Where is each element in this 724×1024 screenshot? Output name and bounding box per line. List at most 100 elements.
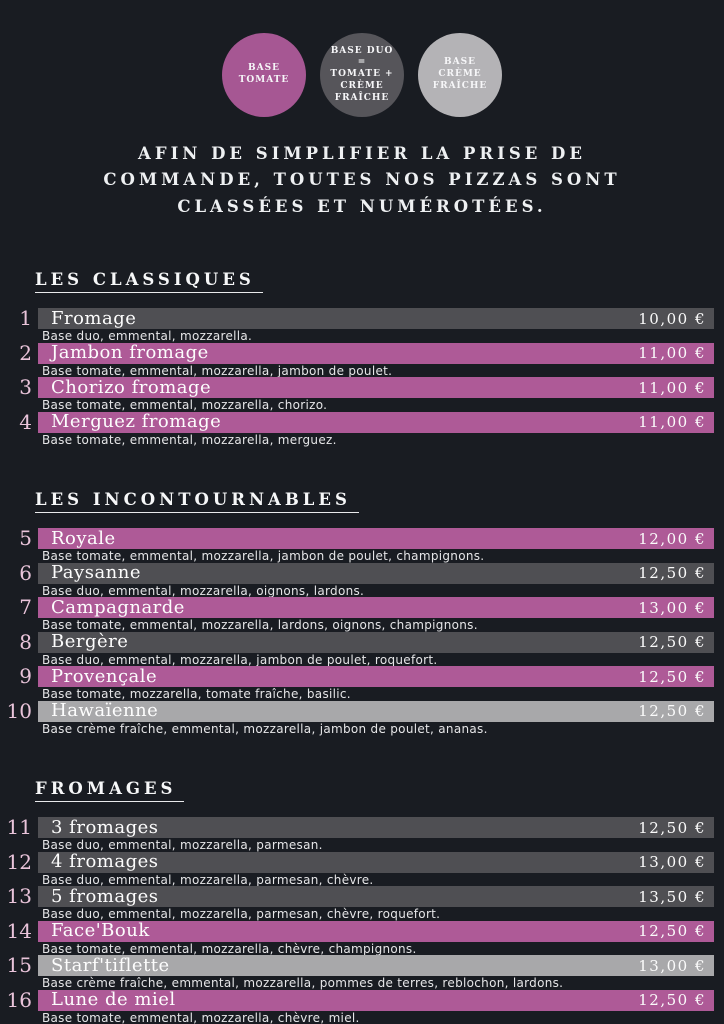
item-price: 12,50 € (638, 818, 706, 837)
item-name: Starf'tiflette (51, 954, 170, 976)
menu-item-row: 1 Fromage 10,00 € (0, 306, 724, 331)
item-bar: Fromage 10,00 € (38, 307, 714, 330)
item-bar: Bergère 12,50 € (38, 631, 714, 653)
menu-item-row: 13 5 fromages 13,50 € (0, 884, 724, 909)
item-price: 12,50 € (638, 702, 706, 721)
section-title: LES INCONTOURNABLES (35, 490, 359, 514)
menu-item: 16 Lune de miel 12,50 € Base tomate, emm… (0, 989, 724, 1024)
item-price: 13,00 € (638, 853, 706, 872)
item-name: 3 fromages (51, 816, 159, 838)
menu-item-row: 2 Jambon fromage 11,00 € (0, 340, 724, 365)
item-price: 13,00 € (638, 956, 706, 975)
item-bar: Merguez fromage 11,00 € (38, 411, 714, 433)
base-circle-label: BASE CRÈME FRAÎCHE (432, 57, 488, 91)
item-description: Base duo, emmental, mozzarella. (42, 329, 253, 344)
base-creme-circle: BASE CRÈME FRAÎCHE (418, 33, 502, 117)
item-name: Fromage (51, 307, 137, 329)
item-number: 7 (19, 595, 32, 620)
item-name: 4 fromages (51, 851, 159, 873)
item-number: 13 (6, 884, 32, 909)
item-bar: Hawaïenne 12,50 € (38, 700, 714, 722)
menu-item: 11 3 fromages 12,50 € Base duo, emmental… (0, 817, 724, 852)
section-items: 5 Royale 12,00 € Base tomate, emmental, … (0, 528, 724, 735)
menu-section: LES CLASSIQUES 1 Fromage 10,00 € Base du… (0, 270, 724, 446)
menu-section: FROMAGES 11 3 fromages 12,50 € Base duo,… (0, 779, 724, 1024)
section-title: LES CLASSIQUES (35, 270, 263, 294)
menu-item: 13 5 fromages 13,50 € Base duo, emmental… (0, 886, 724, 921)
item-number: 5 (19, 526, 32, 551)
item-description: Base tomate, emmental, mozzarella, chèvr… (42, 941, 417, 956)
item-number: 1 (19, 306, 32, 331)
menu-item-row: 10 Hawaïenne 12,50 € (0, 700, 724, 722)
item-price: 10,00 € (638, 309, 706, 328)
menu-item: 6 Paysanne 12,50 € Base duo, emmental, m… (0, 560, 724, 598)
item-number: 8 (19, 629, 32, 654)
item-number: 14 (6, 918, 32, 943)
item-description: Base tomate, emmental, mozzarella, chori… (42, 398, 328, 413)
menu-item: 10 Hawaïenne 12,50 € Base crème fraîche,… (0, 700, 724, 736)
item-price: 12,50 € (638, 633, 706, 652)
item-number: 15 (6, 953, 32, 978)
item-price: 12,50 € (638, 991, 706, 1010)
menu-item-row: 3 Chorizo fromage 11,00 € (0, 376, 724, 399)
item-price: 11,00 € (638, 344, 706, 363)
item-description: Base duo, emmental, mozzarella, parmesan… (42, 872, 374, 887)
item-description: Base tomate, emmental, mozzarella, jambo… (42, 549, 485, 564)
item-bar: Chorizo fromage 11,00 € (38, 376, 714, 399)
item-name: Face'Bouk (51, 920, 150, 942)
item-price: 11,00 € (638, 378, 706, 397)
menu-item-row: 8 Bergère 12,50 € (0, 629, 724, 654)
menu-item-row: 14 Face'Bouk 12,50 € (0, 918, 724, 943)
menu-item-row: 6 Paysanne 12,50 € (0, 560, 724, 585)
item-number: 9 (19, 664, 32, 689)
item-description: Base crème fraîche, emmental, mozzarella… (42, 976, 564, 991)
menu-item: 3 Chorizo fromage 11,00 € Base tomate, e… (0, 377, 724, 412)
item-number: 11 (6, 815, 32, 840)
item-bar: Jambon fromage 11,00 € (38, 342, 714, 364)
menu-item-row: 5 Royale 12,00 € (0, 526, 724, 551)
menu-item: 5 Royale 12,00 € Base tomate, emmental, … (0, 528, 724, 563)
item-bar: 3 fromages 12,50 € (38, 816, 714, 839)
item-name: Provençale (51, 665, 158, 687)
base-tomate-circle: BASE TOMATE (222, 33, 306, 117)
item-price: 13,50 € (638, 887, 706, 906)
menu-item-row: 15 Starf'tiflette 13,00 € (0, 953, 724, 978)
menu-item: 15 Starf'tiflette 13,00 € Base crème fra… (0, 955, 724, 990)
item-description: Base tomate, mozzarella, tomate fraîche,… (42, 687, 351, 702)
item-description: Base tomate, emmental, mozzarella, jambo… (42, 363, 393, 378)
item-description: Base tomate, emmental, mozzarella, chèvr… (42, 1010, 360, 1024)
item-bar: Face'Bouk 12,50 € (38, 920, 714, 942)
item-name: Paysanne (51, 562, 142, 584)
menu-item: 4 Merguez fromage 11,00 € Base tomate, e… (0, 411, 724, 447)
item-bar: Provençale 12,50 € (38, 665, 714, 688)
section-items: 11 3 fromages 12,50 € Base duo, emmental… (0, 817, 724, 1024)
item-name: Lune de miel (51, 989, 176, 1011)
item-number: 2 (19, 340, 32, 365)
menu-item: 1 Fromage 10,00 € Base duo, emmental, mo… (0, 308, 724, 343)
item-name: Chorizo fromage (51, 376, 212, 398)
item-bar: 4 fromages 13,00 € (38, 851, 714, 873)
item-number: 12 (6, 849, 32, 874)
item-price: 12,50 € (638, 564, 706, 583)
item-description: Base tomate, emmental, mozzarella, lardo… (42, 618, 478, 633)
item-description: Base duo, emmental, mozzarella, jambon d… (42, 652, 438, 667)
section-title: FROMAGES (35, 779, 185, 803)
item-name: Hawaïenne (51, 700, 159, 722)
menu-item-row: 12 4 fromages 13,00 € (0, 849, 724, 874)
item-name: Bergère (51, 631, 129, 653)
menu-item: 8 Bergère 12,50 € Base duo, emmental, mo… (0, 629, 724, 667)
item-number: 6 (19, 560, 32, 585)
menu-item-row: 4 Merguez fromage 11,00 € (0, 411, 724, 433)
item-bar: 5 fromages 13,50 € (38, 886, 714, 908)
menu-item-row: 16 Lune de miel 12,50 € (0, 989, 724, 1011)
item-bar: Paysanne 12,50 € (38, 562, 714, 584)
menu-item: 12 4 fromages 13,00 € Base duo, emmental… (0, 849, 724, 887)
item-description: Base duo, emmental, mozzarella, oignons,… (42, 583, 365, 598)
item-description: Base tomate, emmental, mozzarella, mergu… (42, 432, 337, 447)
menu-sections: LES CLASSIQUES 1 Fromage 10,00 € Base du… (0, 270, 724, 1024)
menu-section: LES INCONTOURNABLES 5 Royale 12,00 € Bas… (0, 490, 724, 735)
item-name: Jambon fromage (51, 342, 209, 364)
item-name: Merguez fromage (51, 411, 222, 433)
item-name: Campagnarde (51, 596, 185, 618)
item-price: 12,50 € (638, 922, 706, 941)
